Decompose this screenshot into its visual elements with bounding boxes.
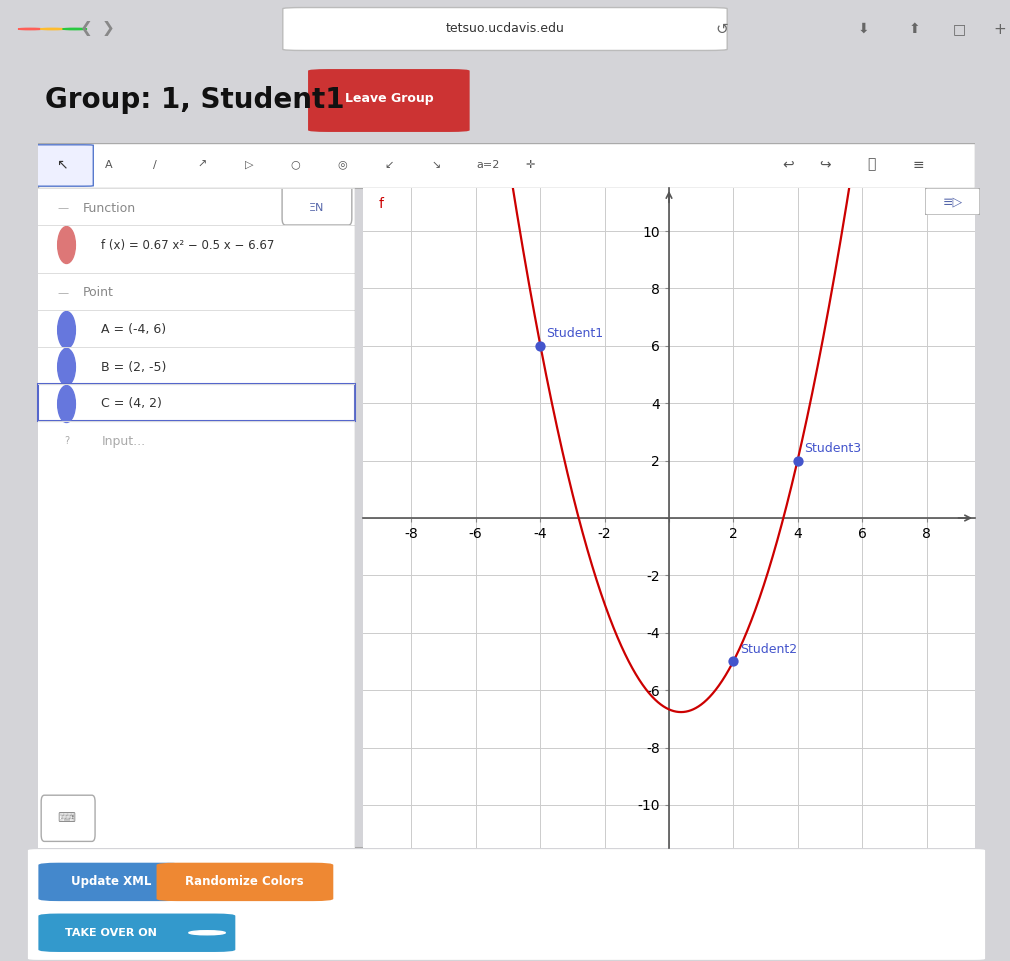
Text: A: A [104,160,112,169]
Circle shape [58,311,76,349]
Circle shape [40,28,65,30]
Text: f: f [379,197,384,211]
Text: ⌨: ⌨ [58,812,76,825]
Text: f (x) = 0.67 x² − 0.5 x − 6.67: f (x) = 0.67 x² − 0.5 x − 6.67 [101,238,275,252]
Text: ↖: ↖ [56,158,68,172]
Text: ✛: ✛ [525,160,534,169]
Point [790,453,806,468]
FancyBboxPatch shape [29,145,93,186]
Text: ↘: ↘ [431,160,441,169]
Circle shape [18,28,42,30]
Text: ◎: ◎ [337,160,347,169]
FancyBboxPatch shape [925,188,980,215]
Text: tetsuo.ucdavis.edu: tetsuo.ucdavis.edu [445,22,565,36]
FancyBboxPatch shape [41,795,95,842]
FancyBboxPatch shape [282,172,351,225]
Text: Input...: Input... [101,434,145,448]
Text: Function: Function [83,202,135,214]
Text: +: + [994,21,1006,37]
Text: ↙: ↙ [385,160,394,169]
Text: ▷: ▷ [244,160,254,169]
Text: Update XML: Update XML [71,875,152,888]
Text: /: / [154,160,157,169]
Text: ↪: ↪ [819,158,831,172]
Text: ΞN: ΞN [309,203,324,213]
Text: Student3: Student3 [804,442,862,455]
Text: ⬆: ⬆ [908,22,920,36]
Text: a=2: a=2 [476,160,500,169]
Text: —: — [57,288,68,298]
Text: C = (4, 2): C = (4, 2) [101,398,163,410]
FancyBboxPatch shape [38,143,975,188]
Text: ?: ? [64,436,69,446]
Text: ≡▷: ≡▷ [942,195,963,208]
Text: □: □ [953,22,966,36]
Text: 🔍: 🔍 [868,158,876,172]
Circle shape [189,930,225,935]
Text: Student1: Student1 [546,327,604,340]
Text: B = (2, -5): B = (2, -5) [101,360,167,374]
Text: ⬇: ⬇ [857,22,870,36]
FancyBboxPatch shape [38,384,355,421]
Text: ↗: ↗ [197,160,207,169]
Circle shape [58,227,76,263]
Point [532,338,548,354]
Text: ≡: ≡ [913,158,924,172]
Text: Point: Point [83,286,113,300]
Text: TAKE OVER ON: TAKE OVER ON [66,927,157,938]
Circle shape [58,385,76,423]
FancyBboxPatch shape [308,69,470,132]
Point [725,653,741,669]
Text: Leave Group: Leave Group [344,92,433,106]
Circle shape [63,28,87,30]
FancyBboxPatch shape [283,8,727,51]
Circle shape [58,349,76,385]
Text: Group: 1, Student1: Group: 1, Student1 [45,86,345,114]
FancyBboxPatch shape [28,850,985,960]
FancyBboxPatch shape [38,863,185,901]
FancyBboxPatch shape [38,914,235,952]
Text: Student2: Student2 [740,643,797,655]
Text: ❮: ❮ [80,21,92,37]
FancyBboxPatch shape [157,863,333,901]
Text: A = (-4, 6): A = (-4, 6) [101,324,167,336]
Text: ↩: ↩ [782,158,794,172]
Text: ❯: ❯ [102,21,114,37]
Text: ↺: ↺ [716,21,728,37]
Text: ○: ○ [291,160,301,169]
Text: Randomize Colors: Randomize Colors [185,875,304,888]
Text: —: — [57,203,68,213]
